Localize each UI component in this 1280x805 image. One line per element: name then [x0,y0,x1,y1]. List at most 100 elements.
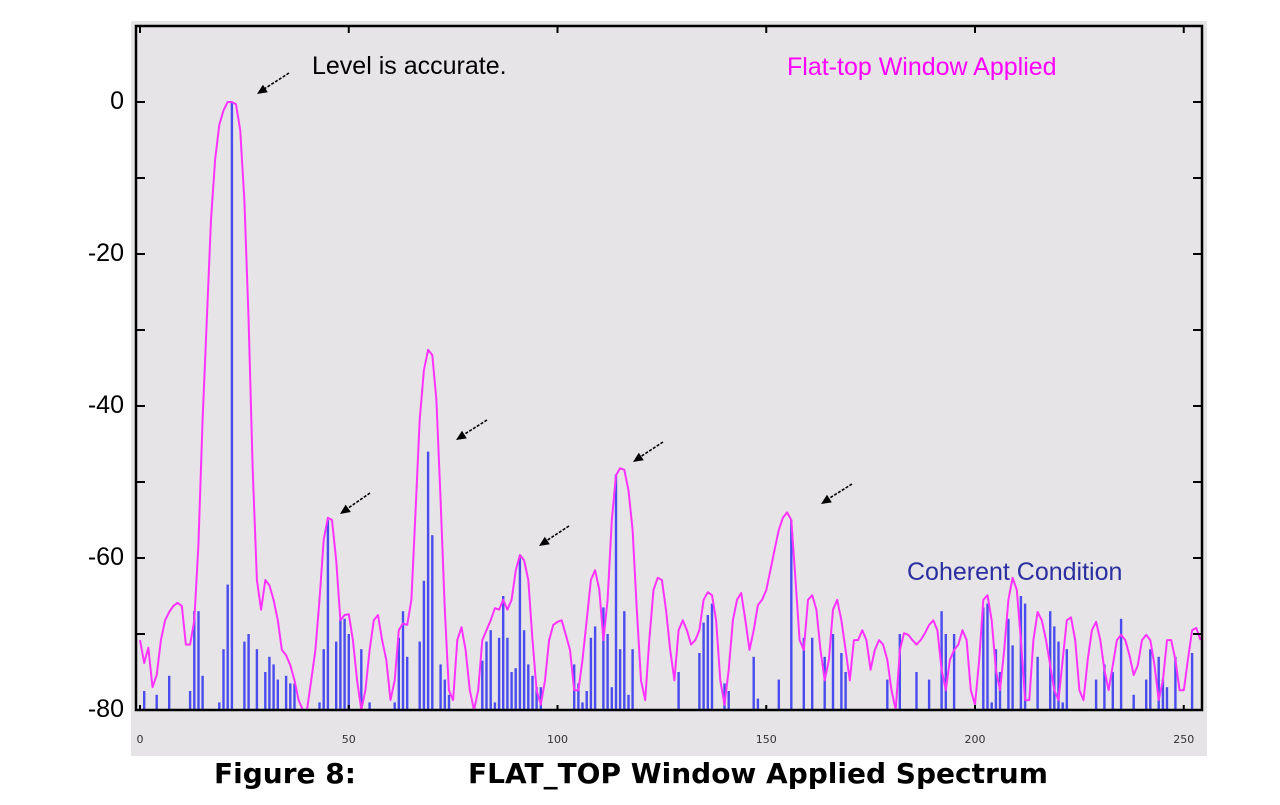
coherent-bar [1094,679,1098,710]
coherent-bar [777,679,780,710]
coherent-bar [431,535,434,710]
x-tick-label: 150 [755,733,777,746]
coherent-bar [915,672,918,710]
coherent-bar [752,656,755,710]
plot-frame [134,24,1204,712]
coherent-bar [1111,672,1114,710]
figure-number: Figure 8: [214,757,356,790]
coherent-bar [322,649,325,710]
coherent-bar [602,607,605,710]
coherent-bar [318,702,321,710]
x-tick-label: 50 [341,733,356,746]
coherent-bar [230,102,234,710]
coherent-bar [610,687,613,710]
coherent-bar [1023,603,1027,710]
coherent-bar [368,702,371,710]
coherent-bar [986,603,989,710]
coherent-bar [886,679,889,710]
coherent-bar [944,634,947,710]
coherent-bar [535,687,538,710]
y-tick-label-0: 0 [110,87,124,115]
coherent-bar [518,558,522,710]
coherent-bar [831,634,835,710]
coherent-bar [614,474,618,710]
coherent-bar [284,675,288,710]
coherent-bar [272,664,275,710]
coherent-bar [222,649,225,710]
coherent-bar [990,702,993,710]
coherent-bar [1036,656,1039,710]
coherent-bar [1065,649,1068,710]
coherent-bar [218,702,221,710]
level-accurate-annotation: Level is accurate. [312,52,507,80]
coherent-bar [790,520,793,710]
coherent-bar [168,675,171,710]
y-tick-label-neg20: -20 [87,239,124,267]
coherent-bar [623,611,626,710]
coherent-bar [1174,656,1177,710]
x-tick-label: 200 [964,733,986,746]
coherent-bar [1190,653,1194,710]
coherent-bar [1132,694,1135,710]
coherent-bar [802,637,805,710]
coherent-bar [585,691,588,710]
coherent-bar [193,611,196,710]
coherent-bar [756,698,760,710]
coherent-bar [397,637,400,710]
coherent-bar [952,634,956,710]
coherent-bar [706,615,709,710]
coherent-bar [226,584,229,710]
coherent-bar [710,603,714,710]
coherent-bar [1057,641,1060,710]
coherent-bar [422,580,426,710]
coherent-bar [418,641,421,710]
annotation-arrow [343,492,371,512]
flat-top-legend-label: Flat-top Window Applied [787,53,1057,81]
coherent-bar [1161,679,1165,710]
coherent-bar [489,630,492,710]
coherent-bar [188,691,192,710]
coherent-bar [1061,702,1064,710]
coherent-bar [289,683,292,710]
coherent-bar [844,672,847,710]
coherent-bar [994,649,998,710]
coherent-bar [1053,626,1056,710]
x-tick-label: 250 [1173,733,1195,746]
coherent-bar [581,702,584,710]
coherent-bar [243,641,246,710]
coherent-bar [823,656,826,710]
coherent-bar [335,641,338,710]
coherent-bar [982,607,985,710]
coherent-bar [606,634,609,710]
arrow-head-icon [340,504,351,514]
coherent-bar [898,634,901,710]
x-tick-label: 100 [547,733,568,746]
figure-title: FLAT_TOP Window Applied Spectrum [468,757,1048,790]
coherent-bar [393,702,396,710]
annotation-arrow [260,72,290,92]
coherent-bar [276,679,279,710]
coherent-bar [589,637,593,710]
coherent-bar [255,649,259,710]
coherent-bar [514,668,517,710]
coherent-bar [339,618,342,710]
coherent-bar [426,451,430,710]
flat-top-curve [139,101,1202,710]
coherent-bar [727,691,730,710]
coherent-bar [201,675,204,710]
y-tick-label-neg80: -80 [87,695,124,723]
coherent-bar [497,637,501,710]
coherent-bar [1011,645,1014,710]
coherent-bar [347,634,350,710]
coherent-bar [326,520,330,710]
coherent-bar [268,656,271,710]
annotation-arrow [636,441,664,460]
coherent-bar [293,683,296,710]
coherent-bar [406,656,409,710]
coherent-bar [1007,618,1010,710]
coherent-bar [1157,656,1160,710]
coherent-bar [677,672,680,710]
coherent-bar [401,611,405,710]
coherent-bar [593,626,597,710]
coherent-bar [343,618,346,710]
